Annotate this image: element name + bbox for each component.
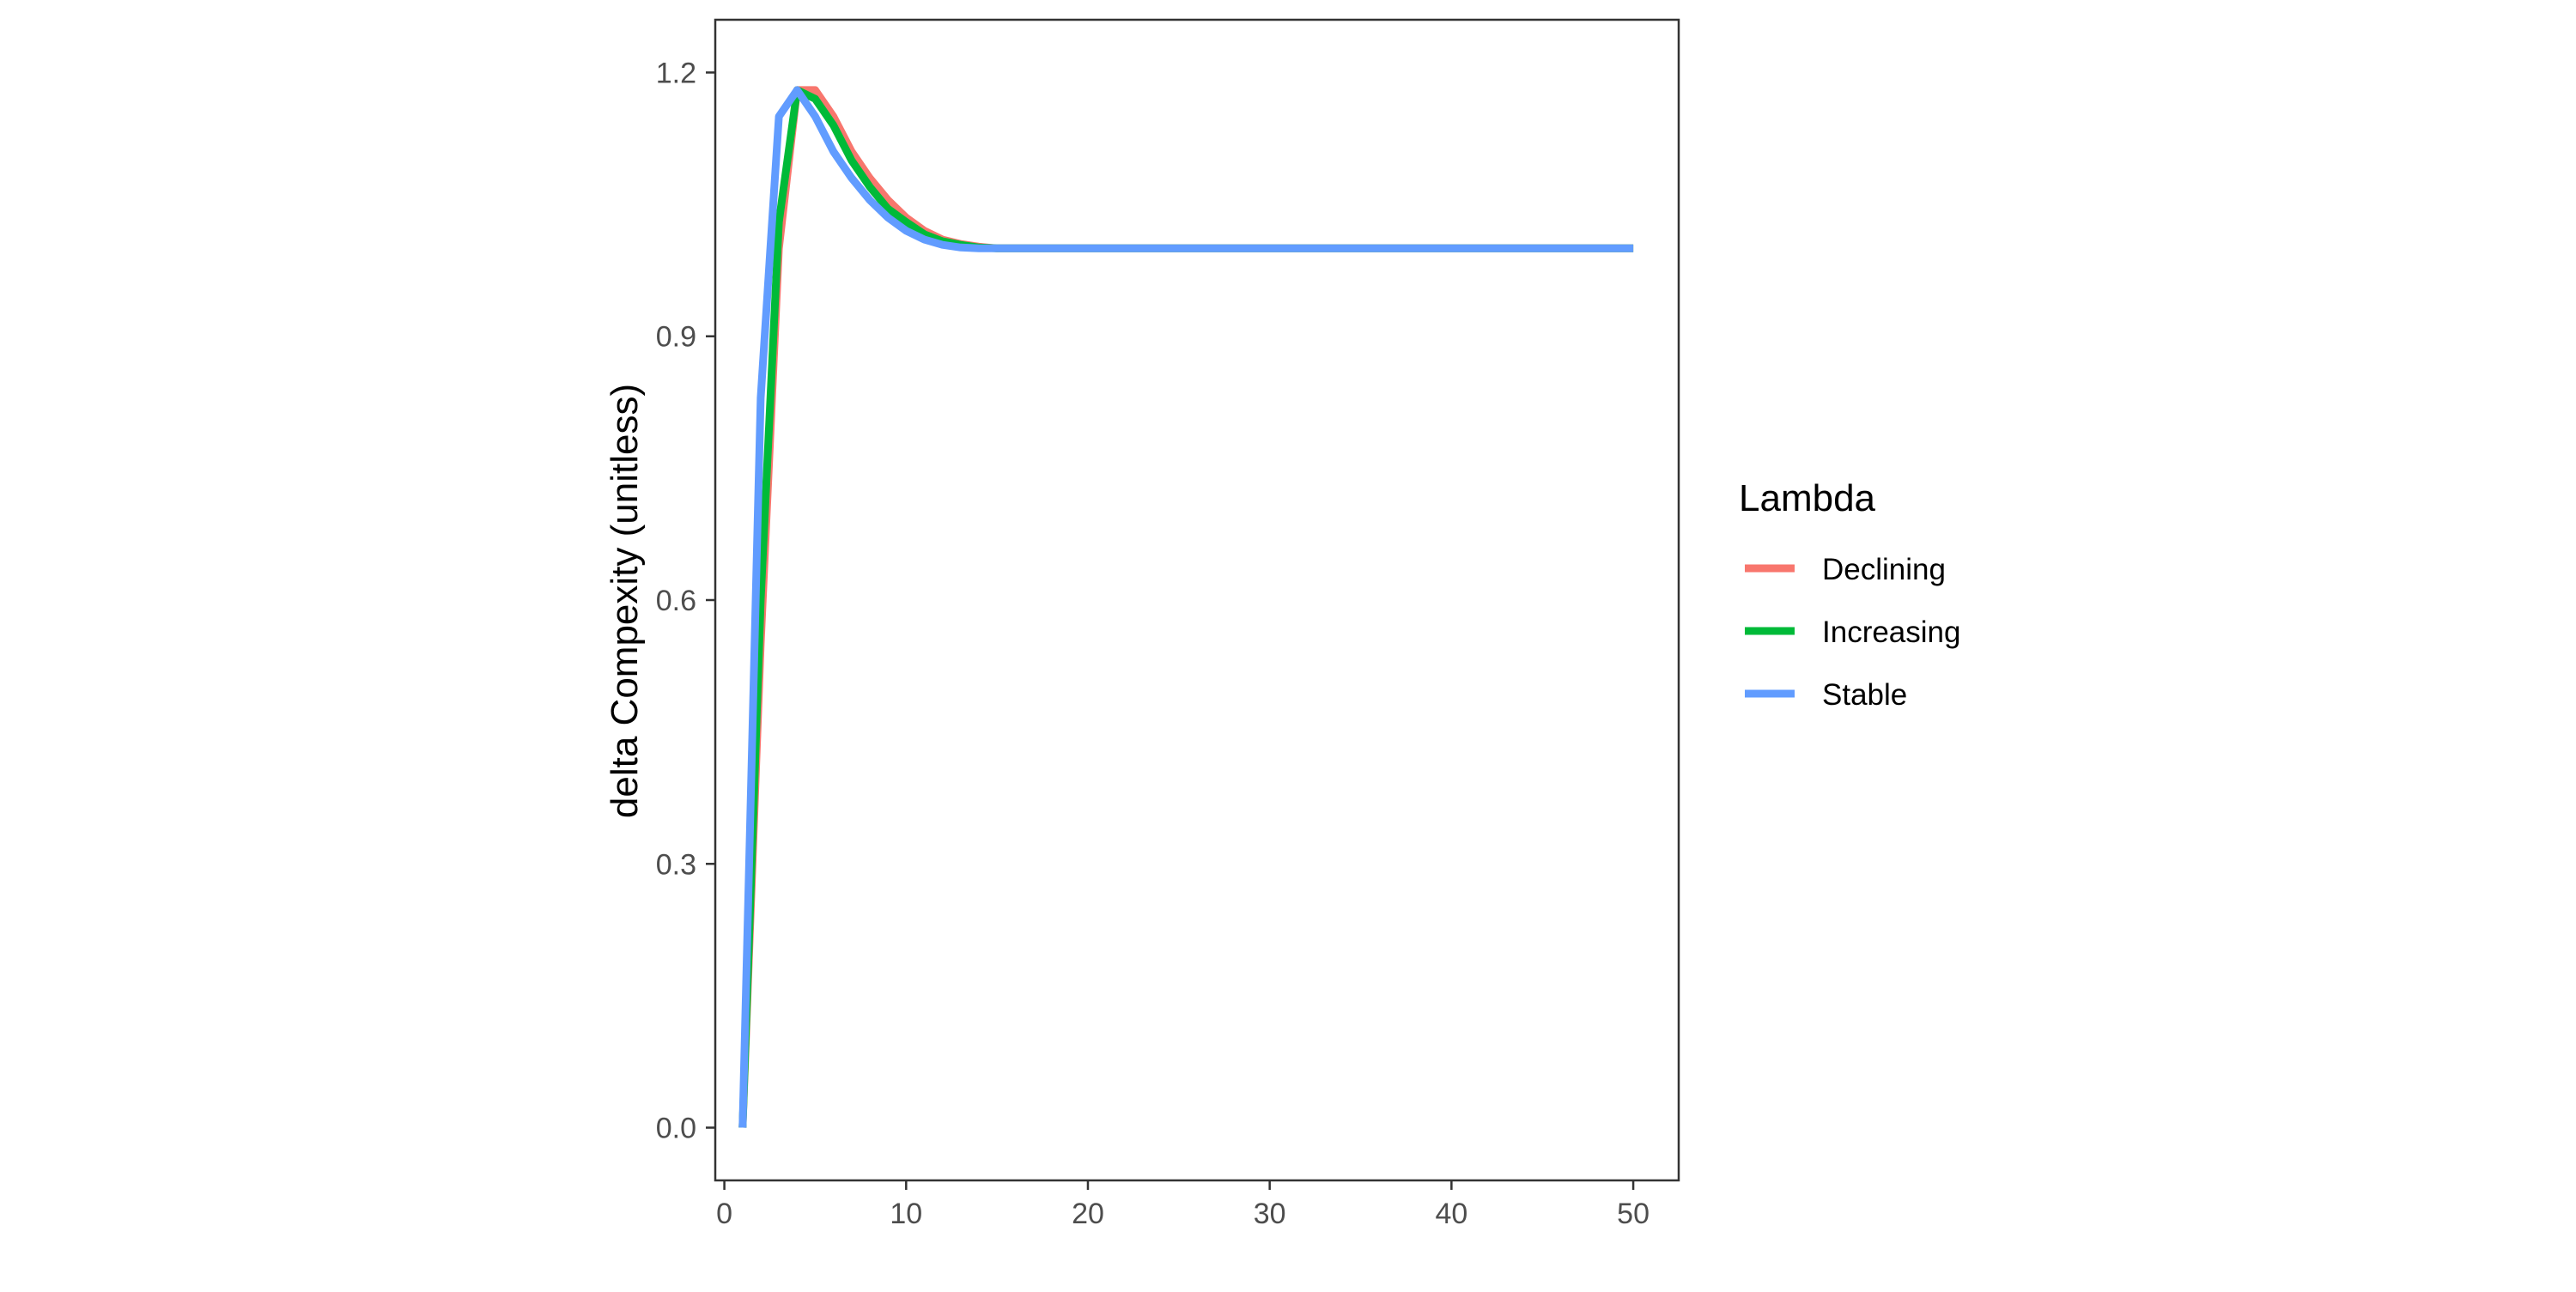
x-tick-label: 50	[1617, 1198, 1649, 1230]
series-layer	[738, 86, 1634, 1128]
x-axis: 0 10 20 30 40 50	[716, 1180, 1649, 1230]
series-line-stable	[738, 86, 1634, 1128]
legend-label-declining: Declining	[1822, 553, 1946, 586]
panel-background	[715, 20, 1679, 1180]
legend-label-increasing: Increasing	[1822, 616, 1960, 649]
legend-title: Lambda	[1739, 477, 1876, 519]
y-tick-label: 0.0	[656, 1113, 696, 1145]
x-tick-label: 20	[1072, 1198, 1104, 1230]
y-tick-label: 0.3	[656, 848, 696, 881]
y-tick-label: 1.2	[656, 57, 696, 89]
legend-items: Declining Increasing Stable	[1745, 553, 1960, 712]
x-tick-label: 0	[716, 1198, 732, 1230]
legend-label-stable: Stable	[1822, 678, 1907, 712]
y-axis: 0.0 0.3 0.6 0.9 1.2	[656, 57, 715, 1145]
x-tick-label: 30	[1254, 1198, 1286, 1230]
x-tick-label: 40	[1435, 1198, 1467, 1230]
y-axis-title: delta Compexity (unitless)	[604, 384, 646, 818]
y-tick-label: 0.9	[656, 321, 696, 354]
x-tick-label: 10	[890, 1198, 922, 1230]
y-tick-label: 0.6	[656, 585, 696, 617]
legend: Lambda Declining Increasing Stable	[1739, 477, 1960, 712]
